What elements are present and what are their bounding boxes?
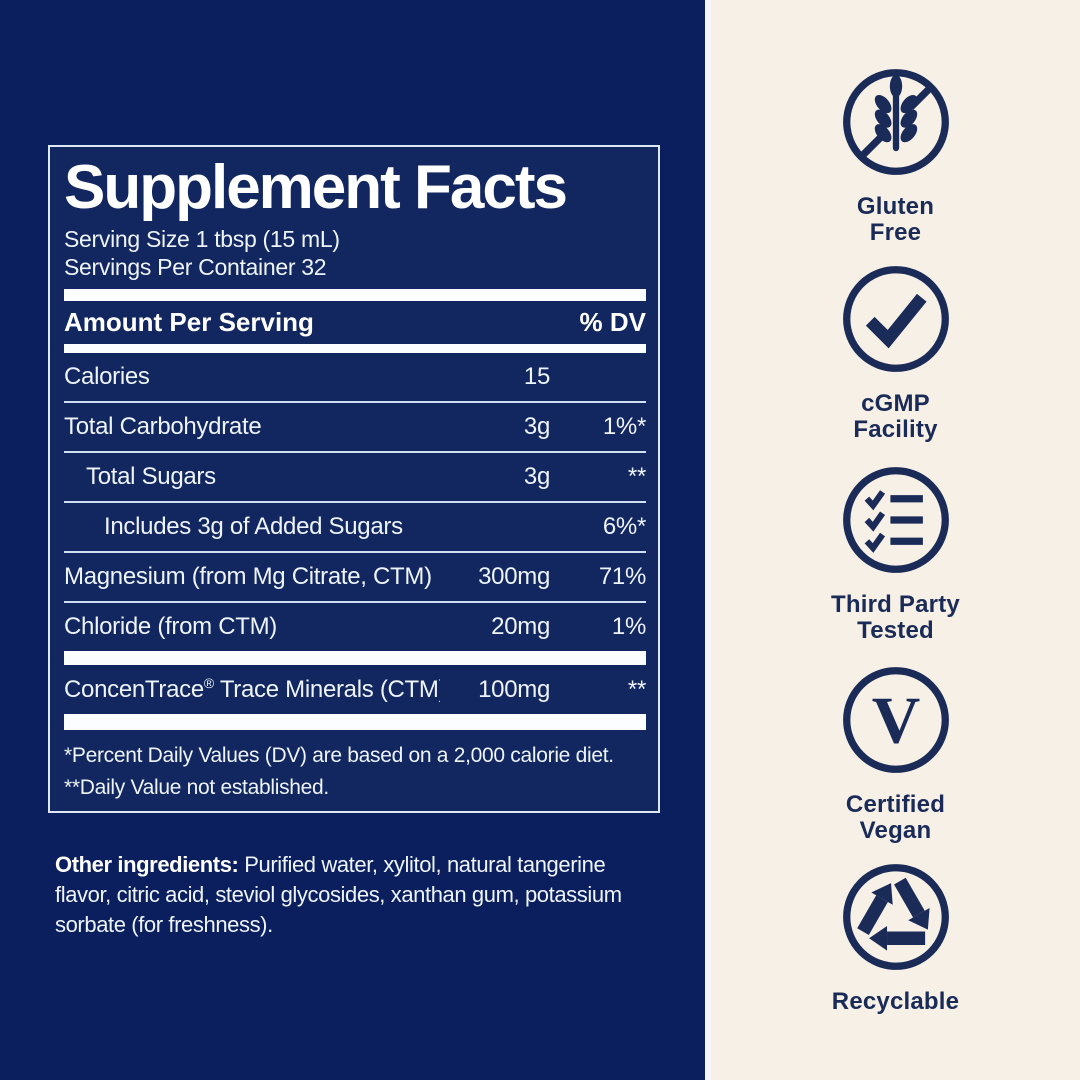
badges-sidebar: Gluten Free cGMP Facility: [711, 0, 1080, 1080]
row-label: ConcenTrace® Trace Minerals (CTM): [64, 675, 440, 704]
table-row-concentrace: ConcenTrace® Trace Minerals (CTM) 100mg …: [64, 665, 646, 714]
other-ingredients-text: Purified water, xylitol, natural tangeri…: [55, 852, 622, 937]
badge-recyclable: Recyclable: [711, 861, 1080, 1015]
row-divider: [64, 501, 646, 504]
thick-divider-bar: [64, 344, 646, 354]
badge-label: Certified Vegan: [845, 791, 946, 845]
table-row-calories: Calories 15: [64, 353, 646, 401]
row-label: Calories: [64, 363, 150, 391]
badge-third-party-tested: Third Party Tested: [711, 464, 1080, 645]
thick-divider-bar: [64, 651, 646, 666]
footnote-not-established: **Daily Value not established.: [64, 775, 329, 799]
other-ingredients: Other ingredients: Purified water, xylit…: [55, 850, 655, 940]
thick-divider-bar: [64, 289, 646, 302]
badge-certified-vegan: V Certified Vegan: [711, 664, 1080, 845]
row-divider: [64, 451, 646, 454]
percent-dv-header: % DV: [579, 307, 646, 338]
badge-gluten-free: Gluten Free: [711, 66, 1080, 247]
row-amount: 15: [523, 363, 550, 391]
certified-vegan-icon: V: [842, 667, 949, 773]
row-divider: [64, 551, 646, 554]
row-label: Total Carbohydrate: [64, 413, 262, 441]
row-divider: [64, 601, 646, 604]
third-party-tested-icon: [842, 467, 949, 573]
svg-text:V: V: [871, 682, 920, 757]
row-dv: **: [627, 463, 646, 491]
section-divider: [705, 0, 711, 1080]
serving-size: Serving Size 1 tbsp (15 mL): [64, 226, 340, 252]
row-amount: 3g: [523, 463, 550, 491]
gluten-free-icon: [842, 69, 949, 175]
footnote-daily-values: *Percent Daily Values (DV) are based on …: [64, 744, 614, 768]
row-dv: 1%*: [602, 413, 646, 441]
other-ingredients-label: Other ingredients:: [55, 852, 239, 877]
table-row-total-carbohydrate: Total Carbohydrate 3g 1%*: [64, 403, 646, 451]
badge-label: Gluten Free: [856, 193, 935, 247]
cgmp-facility-icon: [842, 266, 949, 372]
amount-per-serving-header: Amount Per Serving: [64, 307, 314, 338]
table-row-magnesium: Magnesium (from Mg Citrate, CTM) 300mg 7…: [64, 553, 646, 601]
row-label: Chloride (from CTM): [64, 613, 277, 641]
panel-title: Supplement Facts: [64, 153, 568, 222]
row-label: Magnesium (from Mg Citrate, CTM): [64, 563, 432, 591]
supplement-facts-panel: Supplement Facts Serving Size 1 tbsp (15…: [48, 145, 660, 813]
badge-label: Third Party Tested: [831, 591, 960, 645]
recyclable-icon: [842, 864, 949, 970]
row-dv: 1%: [611, 613, 646, 641]
row-amount: 300mg: [478, 563, 550, 591]
row-divider: [64, 401, 646, 404]
row-label: Total Sugars: [86, 463, 216, 491]
table-row-added-sugars: Includes 3g of Added Sugars 6%*: [64, 503, 646, 551]
badge-label: Recyclable: [831, 988, 960, 1015]
row-dv: 71%: [598, 563, 646, 591]
registered-trademark-symbol: ®: [203, 675, 214, 692]
table-row-total-sugars: Total Sugars 3g **: [64, 453, 646, 501]
row-amount: 20mg: [491, 613, 550, 641]
row-amount: 3g: [523, 413, 550, 441]
row-dv: **: [627, 675, 646, 703]
row-dv: 6%*: [602, 513, 646, 541]
row-label: Includes 3g of Added Sugars: [104, 513, 403, 541]
footnotes: *Percent Daily Values (DV) are based on …: [64, 740, 646, 803]
servings-per-container: Servings Per Container 32: [64, 254, 327, 281]
table-header-row: Amount Per Serving % DV: [64, 301, 646, 344]
badge-label: cGMP Facility: [853, 390, 938, 444]
row-amount: 100mg: [478, 675, 550, 703]
thick-divider-bar: [64, 714, 646, 731]
label-section: Supplement Facts Serving Size 1 tbsp (15…: [48, 145, 660, 940]
table-row-chloride: Chloride (from CTM) 20mg 1%: [64, 603, 646, 651]
badge-cgmp-facility: cGMP Facility: [711, 263, 1080, 444]
